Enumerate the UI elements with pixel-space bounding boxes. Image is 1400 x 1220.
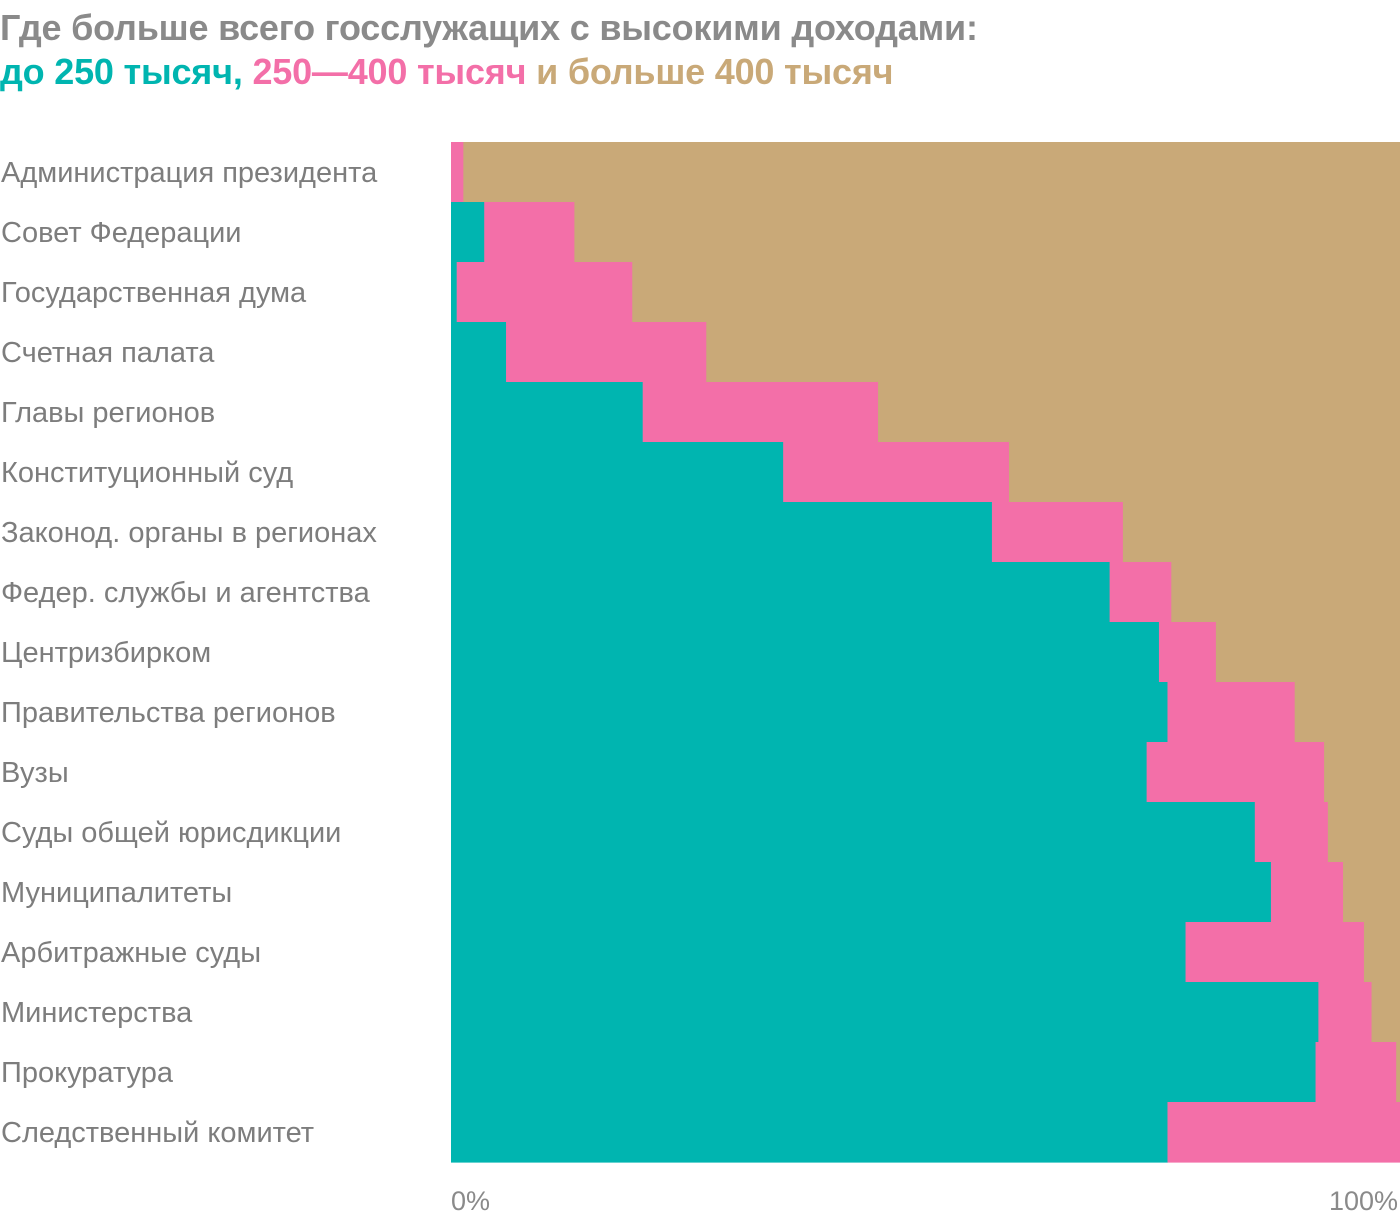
bar-segment-low-5 <box>451 442 784 503</box>
bar-segment-low-8 <box>451 622 1160 683</box>
bar-segment-low-15 <box>451 1042 1317 1103</box>
bar-segment-low-7 <box>451 562 1111 623</box>
legend-series-high: и больше 400 тысяч <box>536 51 894 92</box>
bar-segment-high-9 <box>1294 682 1400 743</box>
bar-segment-low-3 <box>451 322 507 383</box>
row-label-16: Следственный комитет <box>1 1117 314 1149</box>
bar-segment-mid-9 <box>1167 682 1296 743</box>
row-label-8: Центризбирком <box>1 637 211 669</box>
row-label-1: Совет Федерации <box>1 217 242 249</box>
bar-segment-mid-5 <box>783 442 1010 503</box>
bar-segment-high-12 <box>1343 862 1400 923</box>
row-labels-group: Администрация президента Совет Федерации Г… <box>1 157 378 1149</box>
chart-title-line2: до 250 тысяч, 250—400 тысяч и больше 400… <box>0 50 1400 94</box>
bar-segment-high-3 <box>706 322 1400 383</box>
bar-segment-high-7 <box>1171 562 1400 623</box>
bar-segment-mid-2 <box>456 262 633 323</box>
bar-segment-low-11 <box>451 802 1256 863</box>
bar-segment-high-0 <box>463 142 1400 203</box>
bar-segment-high-15 <box>1396 1042 1400 1103</box>
row-label-9: Правительства регионов <box>1 697 336 729</box>
row-label-10: Вузы <box>1 757 69 789</box>
bar-segment-mid-0 <box>451 142 464 203</box>
bar-segment-low-4 <box>451 382 644 443</box>
row-label-12: Муниципалитеты <box>1 877 232 909</box>
bar-segment-high-2 <box>632 262 1400 323</box>
bar-segment-high-5 <box>1009 442 1400 503</box>
bar-segment-mid-1 <box>484 202 575 263</box>
row-label-3: Счетная палата <box>1 337 215 369</box>
x-tick-label-0: 0% <box>451 1186 490 1216</box>
bar-segment-mid-16 <box>1167 1102 1400 1163</box>
bar-segment-high-14 <box>1371 982 1400 1043</box>
bar-segment-low-12 <box>451 862 1272 923</box>
bar-segment-high-6 <box>1122 502 1400 563</box>
bars-group <box>451 142 1400 1163</box>
x-axis-ticks: 0% 100% <box>451 1186 1398 1216</box>
bar-segment-high-11 <box>1327 802 1400 863</box>
bar-segment-low-2 <box>451 262 458 323</box>
row-label-14: Министерства <box>1 997 193 1029</box>
bar-segment-low-9 <box>451 682 1169 743</box>
bar-segment-low-10 <box>451 742 1148 803</box>
bar-segment-mid-3 <box>506 322 707 383</box>
bar-segment-mid-13 <box>1185 922 1365 983</box>
chart-title-line1: Где больше всего госслужащих с высокими … <box>0 7 978 48</box>
bar-segment-mid-4 <box>642 382 879 443</box>
row-label-6: Законод. органы в регионах <box>1 517 377 549</box>
bar-segment-mid-8 <box>1158 622 1217 683</box>
bar-segment-high-8 <box>1215 622 1400 683</box>
bar-segment-mid-11 <box>1254 802 1329 863</box>
row-label-0: Администрация президента <box>1 157 378 189</box>
row-label-15: Прокуратура <box>1 1057 174 1089</box>
bar-segment-low-16 <box>451 1102 1169 1163</box>
row-label-11: Суды общей юрисдикции <box>1 817 341 849</box>
row-label-7: Федер. службы и агентства <box>1 577 371 609</box>
row-label-5: Конституционный суд <box>1 457 293 489</box>
bar-segment-mid-12 <box>1270 862 1344 923</box>
bar-segment-low-13 <box>451 922 1187 983</box>
legend-series-low: до 250 тысяч, <box>0 51 243 92</box>
bar-segment-mid-7 <box>1109 562 1172 623</box>
bar-segment-high-1 <box>574 202 1400 263</box>
row-label-2: Государственная дума <box>1 277 307 309</box>
bar-segment-high-13 <box>1363 922 1400 983</box>
x-tick-label-1: 100% <box>1329 1186 1398 1216</box>
bar-segment-low-1 <box>451 202 485 263</box>
bar-segment-mid-10 <box>1146 742 1325 803</box>
row-label-13: Арбитражные суды <box>1 937 261 969</box>
bar-segment-high-10 <box>1324 742 1400 803</box>
legend-series-mid: 250—400 тысяч <box>252 51 527 92</box>
bar-segment-high-4 <box>878 382 1400 443</box>
bar-segment-mid-14 <box>1318 982 1373 1043</box>
chart-title: Где больше всего госслужащих с высокими … <box>0 6 1400 94</box>
bar-segment-mid-6 <box>991 502 1124 563</box>
bar-segment-low-14 <box>451 982 1319 1043</box>
bar-segment-mid-15 <box>1315 1042 1397 1103</box>
row-label-4: Главы регионов <box>1 397 215 429</box>
bar-segment-low-6 <box>451 502 993 563</box>
